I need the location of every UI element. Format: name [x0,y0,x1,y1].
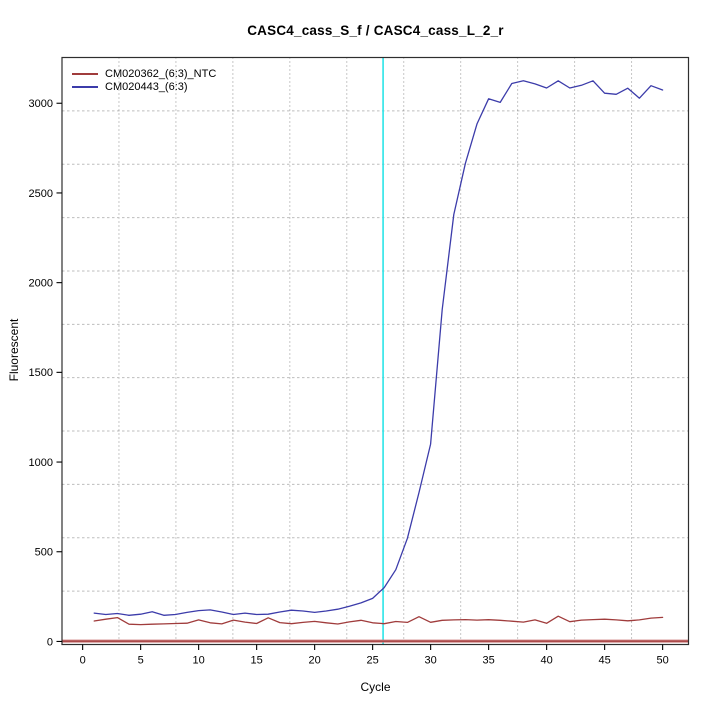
x-tick-label: 25 [367,655,379,667]
y-tick-label: 2000 [29,278,53,290]
x-axis-label: Cycle [360,680,391,694]
y-tick-label: 2500 [29,188,53,200]
legend-item-ntc: CM020362_(6:3)_NTC [72,67,216,80]
x-tick-label: 45 [599,655,611,667]
x-tick-label: 20 [309,655,321,667]
x-tick-label: 10 [193,655,205,667]
legend-label: CM020443_(6:3) [105,81,188,94]
x-tick-label: 30 [425,655,437,667]
x-tick-label: 40 [541,655,553,667]
legend: CM020362_(6:3)_NTC CM020443_(6:3) [72,67,216,94]
y-tick-label: 0 [47,636,53,648]
x-tick-label: 15 [251,655,263,667]
y-tick-label: 500 [35,547,53,559]
y-tick-label: 1500 [29,367,53,379]
legend-label: CM020362_(6:3)_NTC [105,67,217,80]
legend-item-sample: CM020443_(6:3) [72,80,216,93]
series-line-ntc [93,615,664,626]
x-tick-label: 35 [483,655,495,667]
y-tick-label: 3000 [29,98,53,110]
legend-line-swatch-blue [72,86,98,89]
x-tick-label: 0 [80,655,86,667]
x-tick-label: 5 [138,655,144,667]
legend-line-swatch-red [72,72,98,75]
y-tick-label: 1000 [29,457,53,469]
plot-box [61,56,690,646]
x-tick-label: 50 [657,655,669,667]
series-line-sample [93,80,664,616]
chart-title: CASC4_cass_S_f / CASC4_cass_L_2_r [247,23,504,38]
